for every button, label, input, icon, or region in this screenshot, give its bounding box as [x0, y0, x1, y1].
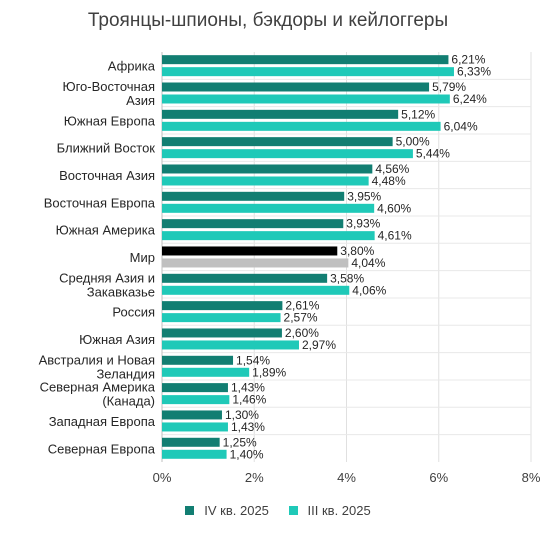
category-label: Юго-Восточная	[62, 79, 155, 94]
data-label-q4: 5,12%	[401, 107, 435, 121]
data-label-q4: 2,61%	[285, 299, 319, 313]
category-label: Восточная Азия	[59, 168, 155, 183]
data-label-q3: 4,60%	[377, 201, 411, 215]
category-label: Северная Европа	[48, 441, 156, 456]
data-label-q4: 3,80%	[340, 244, 374, 258]
data-label-q4: 3,93%	[346, 217, 380, 231]
category-label: Мир	[130, 250, 155, 265]
bar-q3	[162, 176, 369, 186]
bar-q4	[162, 137, 393, 147]
category-label: Россия	[112, 305, 155, 320]
legend-label-q4: IV кв. 2025	[204, 503, 269, 518]
data-label-q4: 1,54%	[236, 353, 270, 367]
data-label-q3: 1,46%	[232, 393, 266, 407]
category-label: Закавказье	[87, 284, 155, 299]
bar-q4	[162, 301, 283, 311]
data-label-q3: 5,44%	[416, 147, 450, 161]
legend-label-q3: III кв. 2025	[307, 503, 371, 518]
x-tick-label: 8%	[522, 470, 541, 485]
bar-q4	[162, 437, 220, 447]
bar-q3	[162, 231, 375, 241]
bar-q3	[162, 67, 454, 77]
bar-q3	[162, 149, 413, 159]
data-label-q3: 4,04%	[351, 256, 385, 270]
data-label-q4: 1,30%	[225, 408, 259, 422]
x-tick-label: 4%	[337, 470, 356, 485]
data-label-q3: 1,43%	[231, 420, 265, 434]
category-label: Австралия и Новая	[39, 352, 155, 367]
data-label-q3: 2,57%	[284, 311, 318, 325]
data-label-q4: 6,21%	[451, 53, 485, 67]
bar-q3	[162, 94, 450, 104]
bar-q3	[162, 285, 350, 295]
bar-q3	[162, 258, 349, 268]
data-label-q4: 2,60%	[285, 326, 319, 340]
bar-q4	[162, 191, 345, 201]
category-label: Южная Азия	[79, 332, 155, 347]
category-label: Африка	[108, 59, 156, 74]
data-label-q4: 1,43%	[231, 381, 265, 395]
bar-q4	[162, 355, 234, 365]
bar-q4	[162, 55, 449, 65]
bar-q3	[162, 367, 250, 377]
category-label: Восточная Европа	[44, 195, 156, 210]
bar-q4	[162, 273, 328, 283]
data-label-q4: 3,58%	[330, 271, 364, 285]
category-label: Средняя Азия и	[59, 270, 155, 285]
data-label-q3: 6,04%	[444, 119, 478, 133]
bar-q3	[162, 449, 227, 459]
data-label-q4: 1,25%	[223, 435, 257, 449]
data-label-q3: 4,61%	[378, 229, 412, 243]
data-label-q3: 4,48%	[372, 174, 406, 188]
legend: IV кв. 2025 III кв. 2025	[0, 503, 556, 518]
bar-q3	[162, 340, 299, 350]
chart-title: Троянцы-шпионы, бэкдоры и кейлоггеры	[87, 10, 449, 31]
bar-q3	[162, 395, 230, 405]
bar-q4	[162, 164, 373, 174]
legend-swatch-q4	[185, 506, 195, 515]
category-label: Южная Америка	[56, 223, 156, 238]
bar-q4	[162, 82, 430, 92]
bar-q4	[162, 410, 222, 420]
category-label: Зеландия	[96, 366, 155, 381]
legend-item-q4: IV кв. 2025	[185, 503, 269, 518]
bar-q4	[162, 328, 282, 338]
legend-item-q3: III кв. 2025	[288, 503, 371, 518]
bar-q4	[162, 219, 344, 229]
legend-swatch-q3	[288, 506, 298, 515]
bar-q3	[162, 203, 375, 213]
bar-q3	[162, 422, 228, 432]
data-label-q4: 5,79%	[432, 80, 466, 94]
data-label-q3: 6,33%	[457, 65, 491, 79]
data-label-q4: 3,95%	[347, 189, 381, 203]
data-label-q4: 5,00%	[396, 135, 430, 149]
x-tick-label: 0%	[153, 470, 172, 485]
x-tick-label: 2%	[245, 470, 264, 485]
bar-q4	[162, 383, 228, 393]
data-label-q3: 1,40%	[230, 447, 264, 461]
category-label: Азия	[126, 93, 155, 108]
category-label: Западная Европа	[49, 414, 156, 429]
category-label: Северная Америка	[40, 380, 156, 395]
data-label-q4: 4,56%	[375, 162, 409, 176]
category-label: Ближний Восток	[57, 141, 156, 156]
data-label-q3: 2,97%	[302, 338, 336, 352]
category-label: Южная Европа	[64, 113, 156, 128]
data-label-q3: 1,89%	[252, 365, 286, 379]
x-tick-label: 6%	[429, 470, 448, 485]
bar-q3	[162, 313, 281, 323]
data-label-q3: 4,06%	[352, 283, 386, 297]
bar-q4	[162, 246, 338, 256]
category-label: (Канада)	[102, 394, 155, 409]
bar-q3	[162, 121, 441, 131]
data-label-q3: 6,24%	[453, 92, 487, 106]
bar-q4	[162, 109, 399, 119]
